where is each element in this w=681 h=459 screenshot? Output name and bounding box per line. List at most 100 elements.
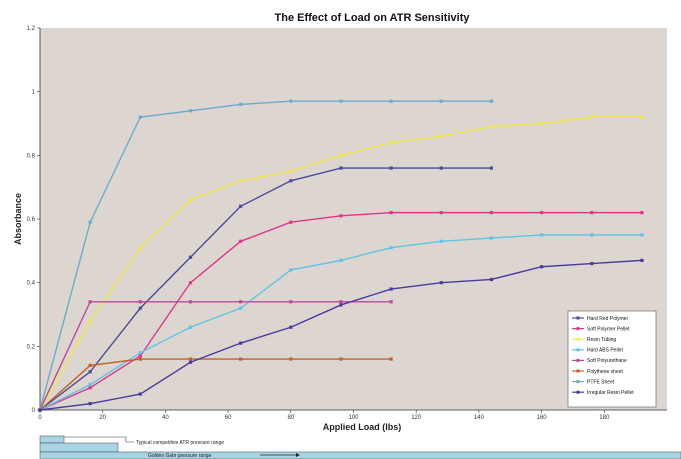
data-point	[138, 115, 142, 119]
chart-title: The Effect of Load on ATR Sensitivity	[275, 12, 471, 24]
data-point	[590, 211, 594, 215]
legend-entry: Irregular Resin Pellet	[572, 390, 634, 396]
data-point	[239, 204, 243, 208]
data-point	[289, 268, 293, 272]
legend-label: Hard Red Polymer	[587, 316, 628, 322]
data-point	[339, 300, 343, 304]
legend-entry: Hard ABS Pellet	[572, 348, 623, 354]
series-line	[39, 100, 492, 411]
x-tick-label: 100	[348, 415, 359, 421]
competitive-range-bracket	[64, 436, 134, 443]
series-line	[39, 301, 392, 411]
data-point	[88, 386, 92, 390]
series-7	[38, 99, 494, 412]
legend-swatch-marker	[576, 358, 580, 362]
data-point	[389, 246, 393, 250]
pressure-range-annotation: Typical competitive ATR pressure range G…	[39, 435, 681, 459]
legend-swatch-marker	[576, 337, 580, 341]
data-point	[289, 99, 293, 103]
data-point	[640, 211, 644, 215]
data-point	[289, 325, 293, 329]
data-point	[389, 357, 393, 361]
x-axis-label: Applied Load (lbs)	[323, 422, 402, 432]
legend-label: Resin Tubing	[587, 337, 616, 343]
golden-gate-range-bar	[39, 451, 681, 459]
x-axis-ticks: 0 20 40 60 80 100 120 140 160 180	[38, 410, 610, 421]
legend-entry: Soft Polymer Pellet	[572, 326, 630, 332]
legend-label: Hard ABS Pellet	[587, 348, 623, 354]
x-tick-label: 140	[474, 415, 485, 421]
data-point	[188, 255, 193, 259]
data-point	[439, 239, 443, 243]
data-point	[239, 179, 243, 183]
data-point	[188, 300, 193, 304]
x-tick-label: 160	[537, 415, 548, 421]
data-point	[540, 233, 544, 237]
series-4	[38, 233, 644, 412]
data-point	[389, 211, 393, 215]
data-point	[88, 300, 92, 304]
data-point	[439, 166, 443, 170]
data-point	[540, 121, 544, 126]
data-point	[188, 360, 193, 364]
legend-entry: Hard Red Polymer	[572, 316, 628, 322]
data-point	[590, 233, 594, 237]
y-tick-label: 0.2	[27, 344, 36, 350]
data-point	[489, 166, 494, 170]
data-point	[590, 115, 594, 119]
y-tick-label: 0.8	[27, 153, 36, 159]
data-point	[88, 319, 92, 323]
data-point	[188, 357, 193, 361]
data-point	[540, 211, 544, 215]
data-point	[239, 102, 243, 106]
data-point	[439, 134, 443, 138]
data-point	[88, 402, 92, 406]
data-point	[640, 115, 644, 119]
data-point	[289, 179, 293, 183]
data-point	[540, 265, 544, 269]
legend-swatch-marker	[576, 327, 580, 331]
y-tick-label: 0.6	[27, 217, 36, 223]
data-point	[489, 125, 494, 129]
data-point	[640, 233, 644, 237]
data-point	[439, 211, 443, 215]
golden-gate-range-label: Golden Gate pressure range	[148, 453, 212, 459]
data-point	[339, 357, 343, 361]
data-point	[439, 281, 443, 285]
data-point	[88, 370, 92, 374]
data-point	[389, 287, 393, 291]
data-point	[138, 351, 142, 355]
data-point	[138, 354, 142, 358]
data-point	[289, 300, 293, 304]
x-tick-label: 40	[162, 415, 169, 421]
legend-swatch-marker	[576, 316, 580, 320]
data-point	[289, 169, 293, 173]
data-point	[489, 277, 494, 282]
data-point	[339, 99, 343, 103]
data-point	[239, 306, 243, 310]
y-axis-label: Absorbance	[13, 193, 23, 245]
data-point	[389, 166, 393, 170]
data-point	[489, 236, 494, 240]
data-point	[389, 141, 393, 145]
competitive-range-bar	[39, 442, 119, 453]
data-point	[239, 357, 243, 361]
series-line	[39, 167, 492, 411]
legend-label: Soft Polyurethane	[587, 358, 627, 364]
data-point	[389, 300, 393, 304]
legend-box	[567, 310, 657, 408]
x-tick-label: 180	[599, 415, 610, 421]
data-point	[640, 258, 644, 262]
legend-swatch-marker	[576, 348, 580, 352]
x-tick-label: 60	[225, 415, 232, 421]
x-tick-label: 120	[411, 415, 422, 421]
data-point	[188, 281, 193, 285]
data-point	[188, 325, 193, 329]
y-tick-label: 0.4	[27, 281, 36, 287]
data-point	[138, 392, 142, 396]
data-point	[389, 99, 393, 103]
series-layer	[38, 99, 644, 412]
y-axis-ticks: 0 0.2 0.4 0.6 0.8 1 1.2	[27, 26, 40, 414]
